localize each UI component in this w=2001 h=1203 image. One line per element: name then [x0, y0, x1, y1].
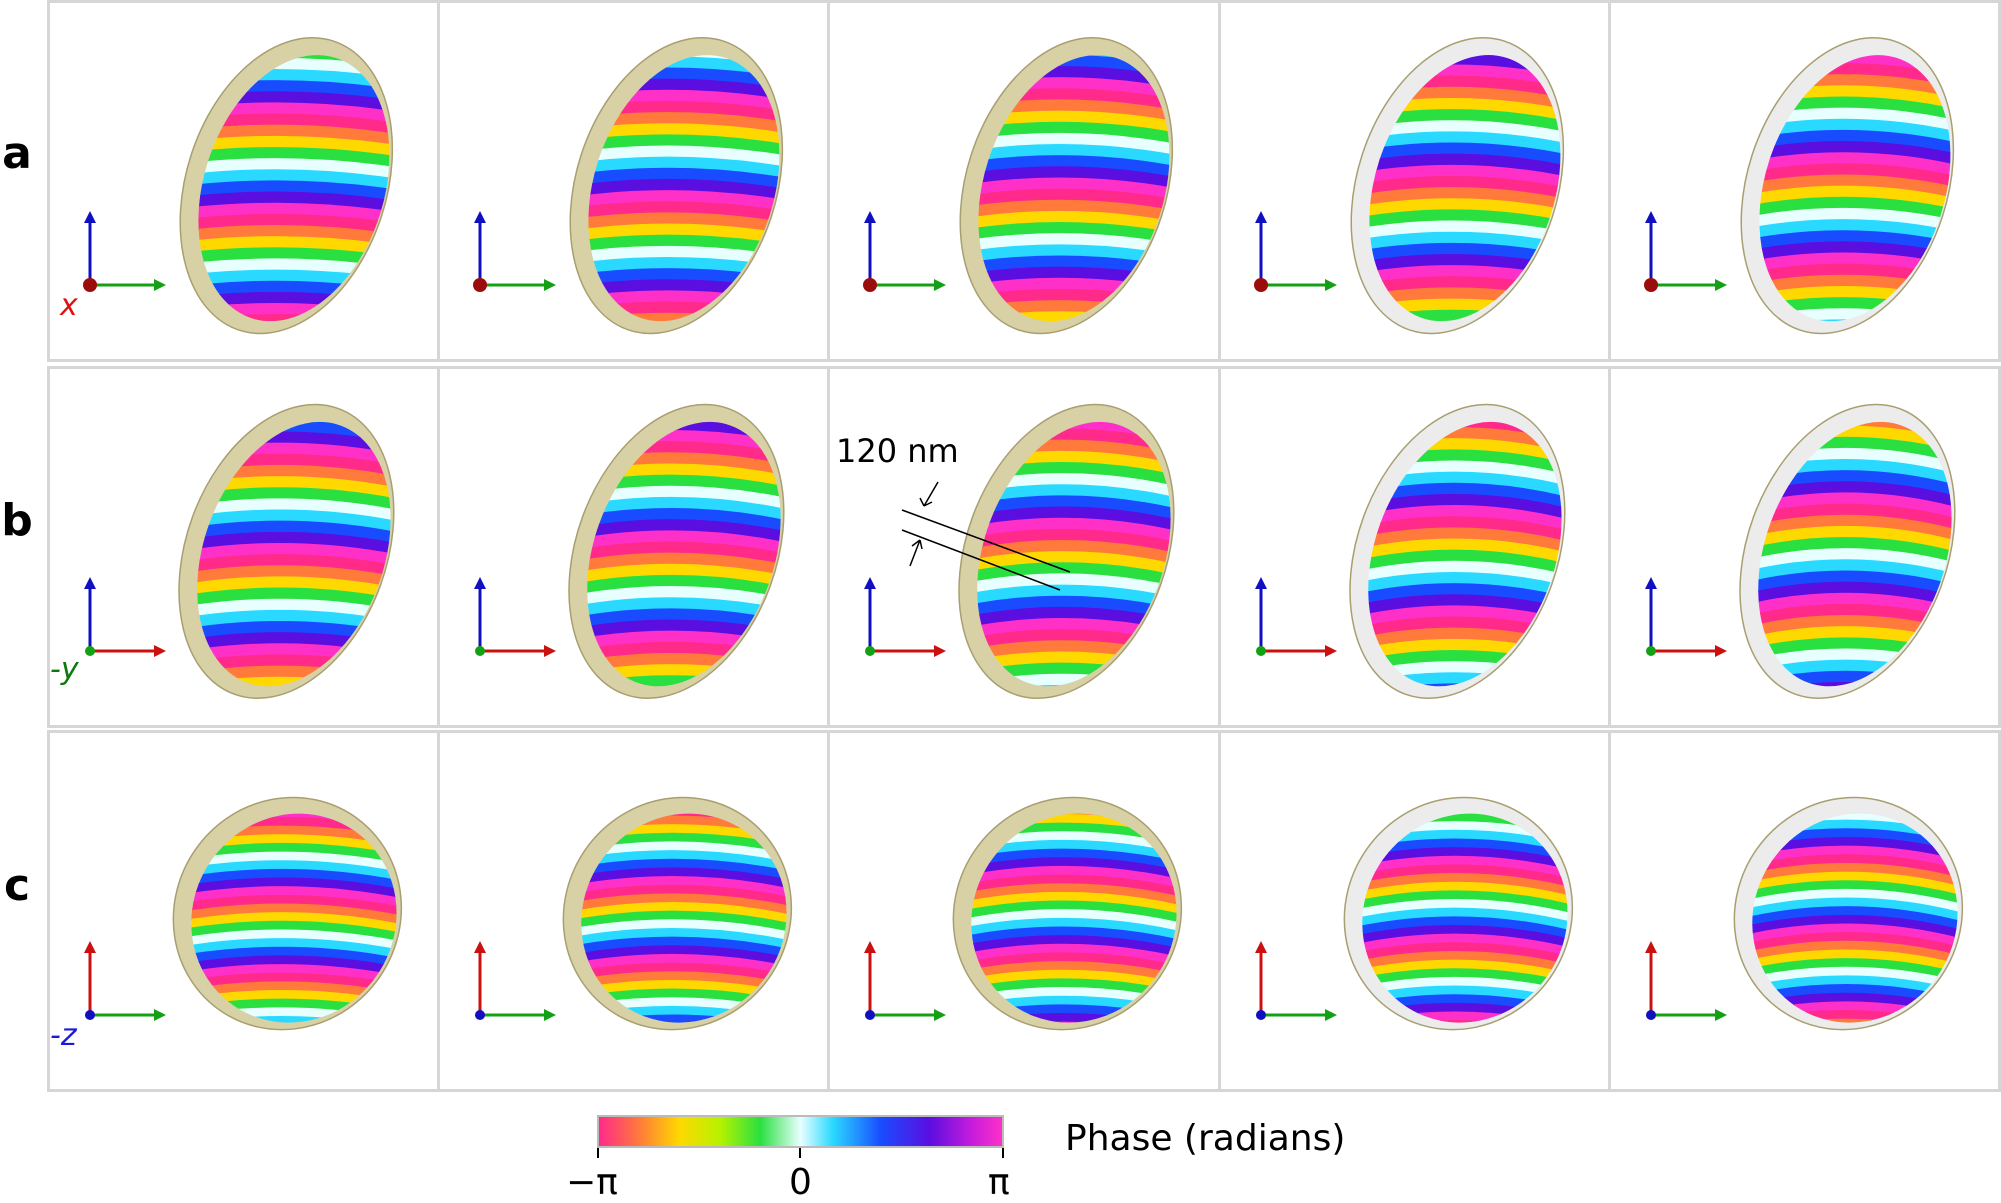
axis-triad-b1 [84, 577, 166, 657]
particle-render-b1 [163, 394, 424, 714]
particle-render-c4 [1321, 773, 1608, 1056]
panel-b4 [1217, 369, 1608, 725]
row-label-c: c [3, 860, 31, 911]
colorbar-tick-label-zero: 0 [789, 1162, 812, 1203]
axis-triad-a3 [863, 211, 947, 292]
colorbar-tick-zero [799, 1148, 801, 1158]
panel-b2 [437, 369, 827, 725]
colorbar-tick-max [1002, 1148, 1004, 1158]
scale-label: 120 nm [836, 432, 959, 470]
particle-render-a5 [1726, 30, 1983, 347]
colorbar-tick-min [597, 1148, 599, 1158]
panel-a5 [1607, 3, 1998, 359]
axis-label-z: -z [50, 1018, 77, 1053]
scale-indicator [901, 481, 1071, 591]
axis-triad-c1 [84, 941, 166, 1021]
axis-triad-a4 [1253, 211, 1337, 292]
panel-c5 [1607, 733, 1999, 1089]
figure-row-c [47, 730, 2001, 1092]
particle-render-a3 [946, 30, 1203, 347]
panel-a4 [1217, 3, 1608, 359]
axis-triad-c3 [864, 941, 947, 1021]
panel-b3 [827, 369, 1217, 725]
particle-render-c2 [540, 773, 828, 1056]
colorbar-title: Phase (radians) [1065, 1118, 1346, 1159]
particle-render-b2 [554, 394, 815, 714]
axis-triad-a2 [473, 211, 557, 292]
particle-render-b5 [1724, 394, 1985, 714]
particle-render-b3 [944, 394, 1205, 714]
particle-render-c3 [930, 773, 1218, 1056]
axis-triad-b3 [864, 577, 947, 657]
axis-triad-a1 [83, 211, 166, 292]
figure-row-a [47, 0, 2001, 362]
axis-label-x: x [60, 288, 78, 323]
colorbar-tick-label-min: −π [566, 1162, 618, 1203]
particle-render-a4 [1336, 30, 1593, 347]
panel-a2 [437, 3, 827, 359]
row-label-a: a [2, 128, 32, 179]
particle-render-a2 [556, 30, 812, 347]
particle-render-a1 [166, 30, 422, 347]
panel-c4 [1217, 733, 1608, 1089]
figure-row-b [47, 366, 2001, 728]
axis-triad-b5 [1644, 577, 1727, 657]
axis-triad-c4 [1254, 941, 1337, 1021]
axis-triad-a5 [1643, 211, 1727, 292]
axis-triad-b2 [474, 577, 557, 657]
panel-a1 [50, 3, 437, 359]
row-label-b: b [1, 495, 33, 546]
panel-b5 [1607, 369, 1998, 725]
panel-a3 [827, 3, 1217, 359]
colorbar-tick-label-max: π [988, 1162, 1010, 1203]
panel-c2 [437, 733, 828, 1089]
axis-triad-c5 [1644, 941, 1727, 1021]
particle-render-c1 [150, 773, 438, 1056]
axis-triad-c2 [474, 941, 557, 1021]
particle-render-b4 [1334, 394, 1595, 714]
axis-label-y: -y [50, 652, 79, 687]
panel-b1 [50, 369, 437, 725]
panel-c1 [50, 733, 438, 1089]
particle-render-c5 [1711, 773, 1999, 1056]
panel-c3 [827, 733, 1218, 1089]
axis-triad-b4 [1254, 577, 1337, 657]
phase-colorbar [597, 1115, 1004, 1148]
